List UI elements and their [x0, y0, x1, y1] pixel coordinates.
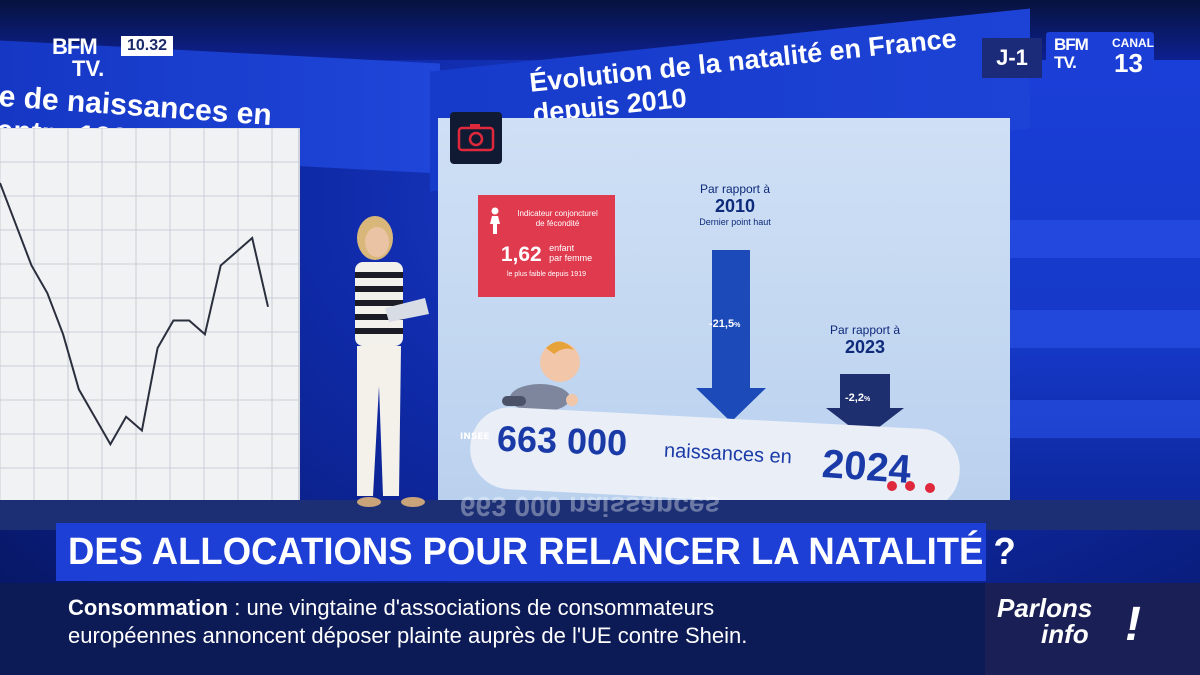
- compare-2023-label: Par rapport à 2023: [810, 323, 920, 358]
- program-logo: Parlons info !: [985, 583, 1200, 675]
- program-line1: Parlons: [997, 593, 1093, 623]
- change-2023: -2,2%: [845, 392, 870, 404]
- countdown-badge: J-1: [982, 38, 1042, 78]
- partner-name: CANAL: [1112, 36, 1154, 50]
- news-ticker: Consommation : une vingtaine d'associati…: [0, 583, 985, 675]
- compare-2023-prefix: Par rapport à: [829, 323, 901, 337]
- source-label: INSEE: [460, 432, 490, 442]
- compare-2010-year: 2010: [714, 196, 756, 216]
- ticker-keyword: Consommation: [68, 595, 229, 620]
- fertility-label: Indicateur conjoncturel de fécondité: [478, 209, 615, 229]
- wall-stripe: [1010, 400, 1200, 438]
- compare-2010-prefix: Par rapport à: [699, 182, 771, 196]
- left-chart: [0, 128, 300, 518]
- bfm-logo-sub: TV.: [72, 56, 105, 81]
- headline-text: DES ALLOCATIONS POUR RELANCER LA NATALIT…: [68, 530, 1016, 573]
- crawling-baby-icon: [502, 341, 580, 412]
- camera-icon: [450, 112, 502, 164]
- fertility-unit-line2: par femme: [549, 253, 593, 263]
- ticker-line2: européennes annoncent déposer plainte au…: [68, 623, 748, 648]
- ticker-separator: :: [228, 595, 247, 620]
- wall-stripe: [1010, 310, 1200, 348]
- change-2010: -21,5%: [709, 318, 740, 330]
- fertility-unit: enfant par femme: [549, 243, 592, 263]
- presenter: [355, 216, 429, 507]
- pregnant-woman-icon: [490, 207, 500, 234]
- fertility-rate-card: Indicateur conjoncturel de fécondité 1,6…: [478, 195, 615, 297]
- fertility-label-line1: Indicateur conjoncturel: [517, 209, 598, 218]
- fertility-value: 1,62: [500, 243, 542, 266]
- compare-2010-sub: Dernier point haut: [699, 217, 771, 227]
- program-bang: !: [1125, 598, 1141, 651]
- clock: 10.32: [121, 36, 174, 56]
- partner-logo: BFM TV.: [1054, 35, 1089, 72]
- birth-curve-line: [0, 182, 269, 447]
- down-arrow-2023: [826, 374, 904, 438]
- change-2023-value: -2,2: [845, 392, 864, 404]
- program-line2: info: [1041, 619, 1089, 649]
- change-2010-pct: %: [734, 322, 741, 329]
- fertility-label-line2: de fécondité: [535, 219, 580, 228]
- right-wall: [1010, 60, 1200, 530]
- ticker-line1: Consommation : une vingtaine d'associati…: [68, 595, 714, 621]
- compare-2023-year: 2023: [844, 337, 886, 357]
- ticker-line1-text: une vingtaine d'associations de consomma…: [246, 595, 715, 620]
- down-arrow-2010: [696, 250, 766, 422]
- change-2010-value: -21,5: [709, 318, 735, 330]
- partner-number: 13: [1114, 48, 1143, 78]
- bfm-logo-text: BFM: [52, 34, 98, 59]
- compare-2010-label: Par rapport à 2010 Dernier point haut: [680, 182, 790, 227]
- fertility-note: le plus faible depuis 1919: [506, 271, 586, 278]
- floor-reflection: 663 000 naissances: [460, 492, 720, 522]
- births-value: 663 000: [496, 417, 628, 464]
- left-screen: [0, 128, 300, 518]
- change-2023-pct: %: [863, 396, 871, 403]
- partner-channel-badge: BFM TV. CANAL 13: [1046, 32, 1154, 80]
- bfm-logo: BFM TV.: [52, 34, 118, 86]
- headline-banner: DES ALLOCATIONS POUR RELANCER LA NATALIT…: [56, 523, 1016, 581]
- wall-stripe: [1010, 220, 1200, 258]
- fertility-unit-line1: enfant: [549, 243, 575, 253]
- red-dots-decoration: [887, 481, 935, 493]
